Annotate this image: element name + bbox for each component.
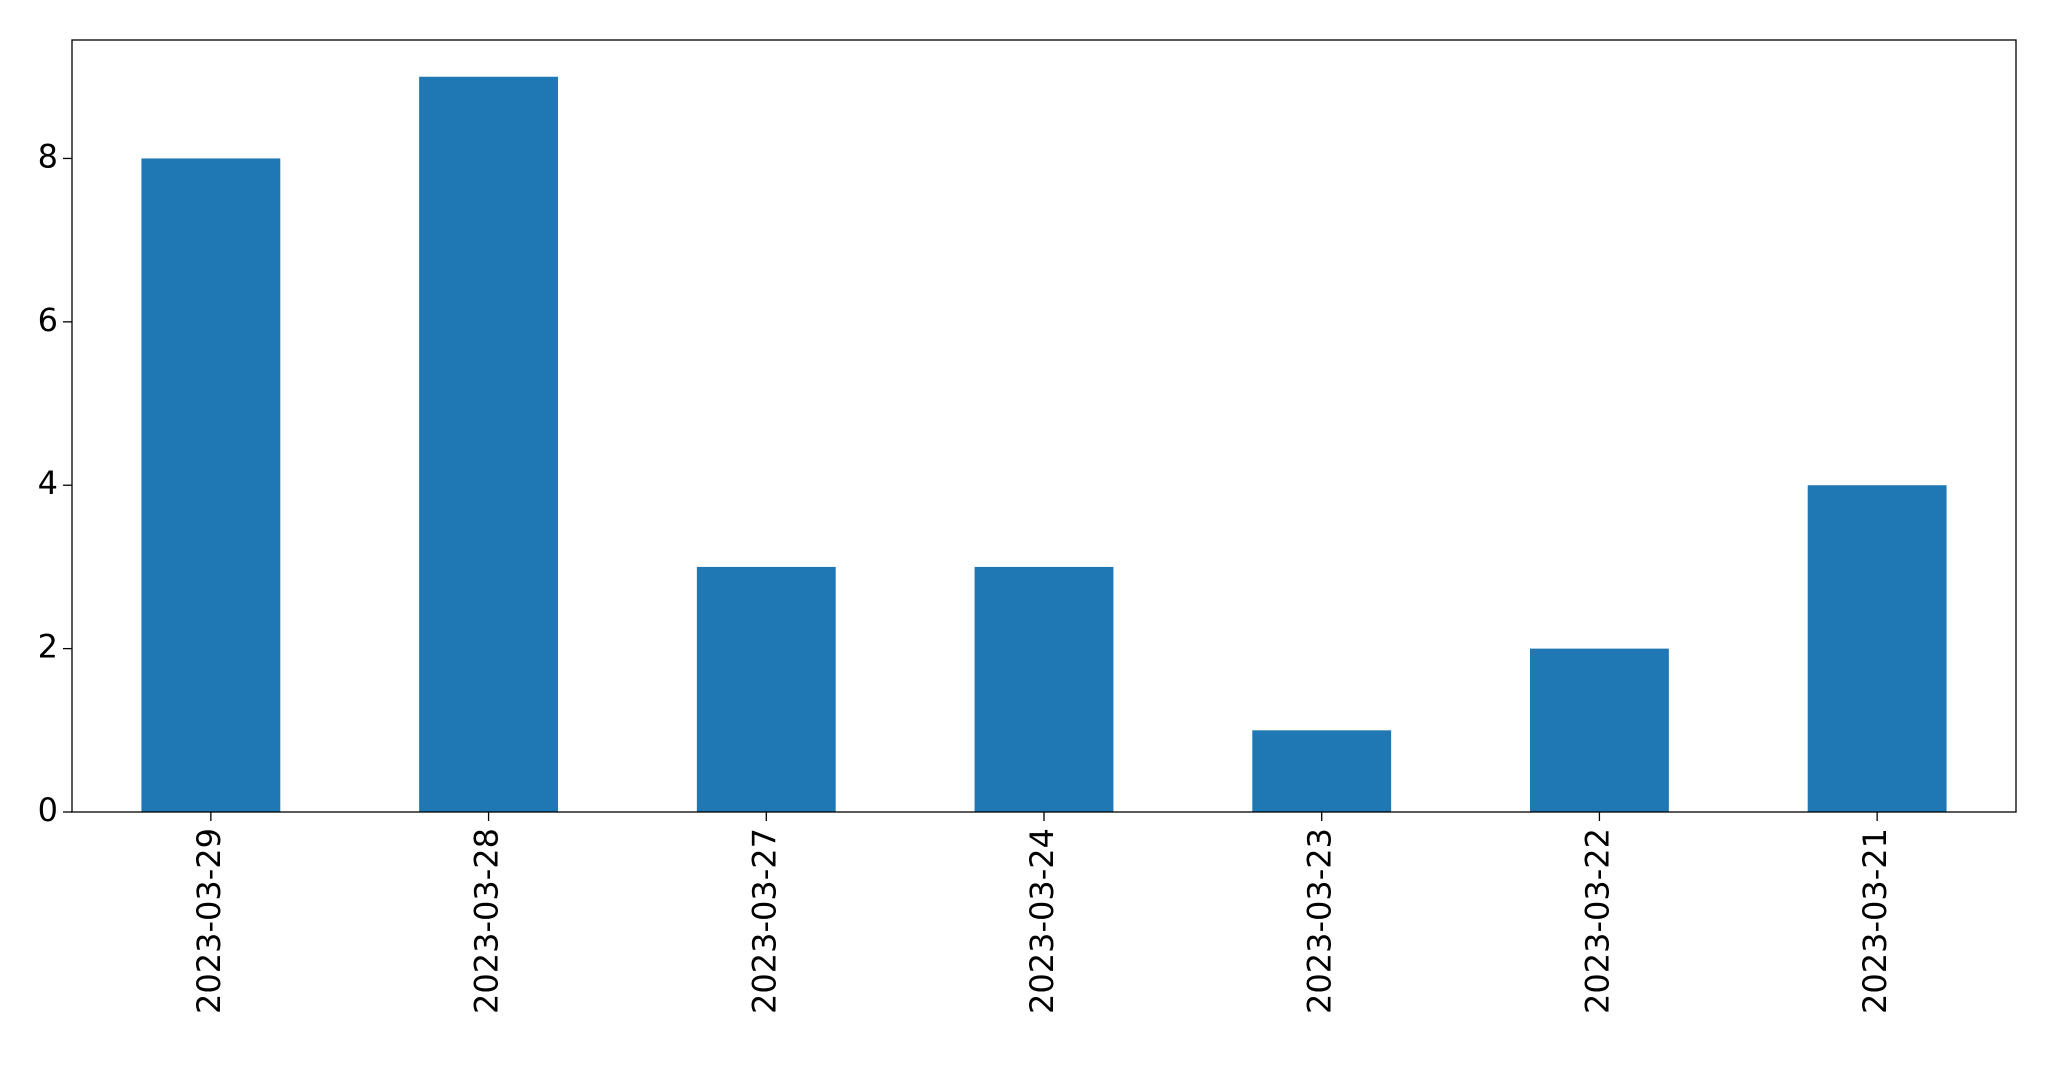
- x-axis: 2023-03-29 2023-03-28 2023-03-27 2023-03-24…: [190, 812, 1894, 1014]
- y-axis: 0 2 4 6 8: [38, 137, 72, 829]
- bar-2023-03-21: [1807, 485, 1947, 812]
- bar-2023-03-28: [419, 76, 558, 812]
- x-tick-label: 2023-03-22: [1578, 828, 1616, 1014]
- y-tick-label: 8: [38, 137, 58, 175]
- bar-2023-03-24: [974, 566, 1114, 812]
- plot-area-frame: [71, 39, 2017, 813]
- bar-2023-03-23: [1252, 730, 1392, 812]
- y-tick-label: 0: [38, 791, 58, 829]
- x-tick-label: 2023-03-27: [745, 828, 783, 1014]
- x-tick-label: 2023-03-28: [468, 828, 506, 1014]
- x-tick-label: 2023-03-24: [1023, 828, 1061, 1014]
- x-tick-label: 2023-03-21: [1856, 828, 1894, 1014]
- bars-layer: [141, 76, 1947, 813]
- bar-2023-03-27: [696, 566, 836, 812]
- bar-2023-03-29: [141, 158, 281, 813]
- y-tick-label: 2: [38, 628, 58, 666]
- y-tick-label: 6: [38, 301, 58, 339]
- x-tick-label: 2023-03-23: [1301, 828, 1339, 1014]
- x-tick-label: 2023-03-29: [190, 828, 228, 1014]
- y-tick-label: 4: [38, 464, 58, 502]
- bar-2023-03-22: [1530, 648, 1669, 812]
